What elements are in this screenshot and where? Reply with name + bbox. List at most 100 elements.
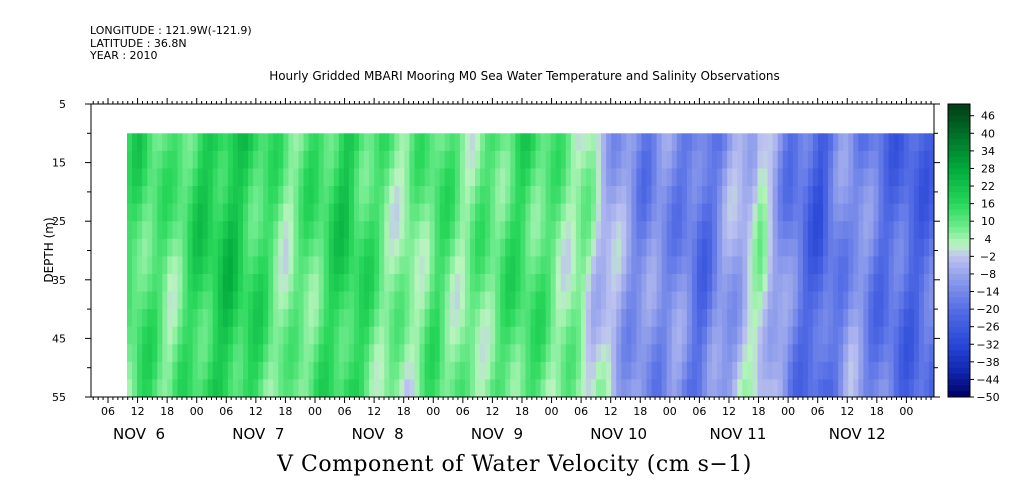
heatmap-cell: [686, 344, 693, 363]
heatmap-cell: [565, 379, 572, 397]
heatmap-cell: [167, 326, 173, 345]
heatmap-cell: [480, 291, 486, 310]
heatmap-cell: [147, 221, 153, 240]
heatmap-cell: [616, 309, 622, 328]
heatmap-cell: [797, 379, 804, 397]
heatmap-cell: [379, 309, 385, 328]
heatmap-cell: [651, 150, 658, 170]
heatmap-cell: [283, 344, 289, 363]
heatmap-cell: [313, 150, 320, 170]
colorbar-band: [948, 232, 970, 240]
heatmap-cell: [641, 256, 648, 275]
colorbar-band: [948, 221, 970, 228]
heatmap-cell: [807, 203, 814, 222]
heatmap-cell: [147, 379, 153, 397]
heatmap-cell: [570, 150, 577, 170]
heatmap-cell: [777, 326, 784, 345]
heatmap-cell: [823, 150, 829, 170]
heatmap-cell: [258, 361, 264, 381]
heatmap-cell: [858, 150, 864, 170]
heatmap-cell: [348, 133, 355, 152]
heatmap-cell: [293, 344, 300, 363]
heatmap-cell: [182, 273, 189, 293]
heatmap-cell: [833, 344, 839, 363]
heatmap-cell: [237, 238, 244, 257]
colorbar-band: [948, 367, 970, 375]
heatmap-cell: [707, 256, 713, 275]
heatmap-cell: [359, 256, 365, 275]
heatmap-cell: [419, 273, 426, 293]
heatmap-cell: [833, 291, 839, 310]
heatmap-cell: [712, 221, 718, 240]
heatmap-cell: [686, 238, 693, 257]
heatmap-cell: [485, 273, 491, 293]
heatmap-cell: [414, 168, 421, 187]
x-tick-label: 06: [574, 405, 588, 418]
heatmap-cell: [565, 291, 572, 310]
colorbar-tick-label: 28: [981, 163, 995, 176]
heatmap-cell: [636, 361, 643, 381]
heatmap-cell: [828, 256, 834, 275]
heatmap-cell: [490, 326, 496, 345]
heatmap-cell: [137, 150, 143, 170]
heatmap-cell: [227, 203, 234, 222]
heatmap-cell: [212, 361, 219, 381]
heatmap-cell: [601, 291, 607, 310]
heatmap-cell: [490, 186, 496, 205]
heatmap-cell: [585, 326, 592, 345]
heatmap-cell: [893, 186, 900, 205]
heatmap-cell: [182, 379, 189, 397]
heatmap-cell: [222, 150, 229, 170]
heatmap-cell: [167, 344, 173, 363]
heatmap-cell: [248, 221, 254, 240]
heatmap-cell: [863, 256, 870, 275]
heatmap-cell: [838, 150, 844, 170]
heatmap-cell: [127, 221, 133, 240]
heatmap-cell: [596, 133, 602, 152]
heatmap-cell: [772, 291, 779, 310]
heatmap-cell: [177, 186, 184, 205]
heatmap-cell: [903, 291, 910, 310]
heatmap-cell: [227, 168, 234, 187]
x-axis-label: V Component of Water Velocity (cm s−1): [277, 452, 752, 477]
heatmap-cell: [787, 379, 794, 397]
heatmap-cell: [888, 309, 895, 328]
heatmap-cell: [833, 273, 839, 293]
heatmap-cell: [359, 186, 365, 205]
heatmap-cell: [626, 203, 632, 222]
heatmap-cell: [676, 344, 683, 363]
heatmap-cell: [712, 256, 718, 275]
heatmap-cell: [409, 256, 416, 275]
heatmap-cell: [707, 379, 713, 397]
heatmap-cell: [802, 168, 809, 187]
heatmap-cell: [676, 150, 683, 170]
heatmap-cell: [838, 273, 844, 293]
heatmap-cell: [691, 273, 698, 293]
heatmap-cell: [394, 361, 400, 381]
heatmap-cell: [752, 309, 759, 328]
heatmap-cell: [928, 221, 934, 240]
heatmap-cell: [348, 273, 355, 293]
heatmap-cell: [908, 256, 915, 275]
heatmap-cell: [449, 273, 456, 293]
heatmap-cell: [792, 203, 799, 222]
heatmap-cell: [712, 326, 718, 345]
heatmap-cell: [767, 361, 774, 381]
heatmap-cell: [192, 379, 199, 397]
heatmap-cell: [202, 238, 209, 257]
heatmap-cell: [414, 379, 421, 397]
heatmap-cell: [500, 186, 506, 205]
heatmap-cell: [797, 150, 804, 170]
heatmap-cell: [449, 361, 456, 381]
heatmap-cell: [656, 203, 663, 222]
heatmap-cell: [459, 150, 466, 170]
heatmap-cell: [525, 168, 532, 187]
heatmap-cell: [313, 203, 320, 222]
heatmap-cell: [545, 168, 552, 187]
heatmap-cell: [137, 168, 143, 187]
heatmap-cell: [893, 133, 900, 152]
heatmap-cell: [570, 168, 577, 187]
heatmap-cell: [323, 379, 330, 397]
heatmap-cell: [273, 344, 279, 363]
heatmap-cell: [621, 273, 627, 293]
